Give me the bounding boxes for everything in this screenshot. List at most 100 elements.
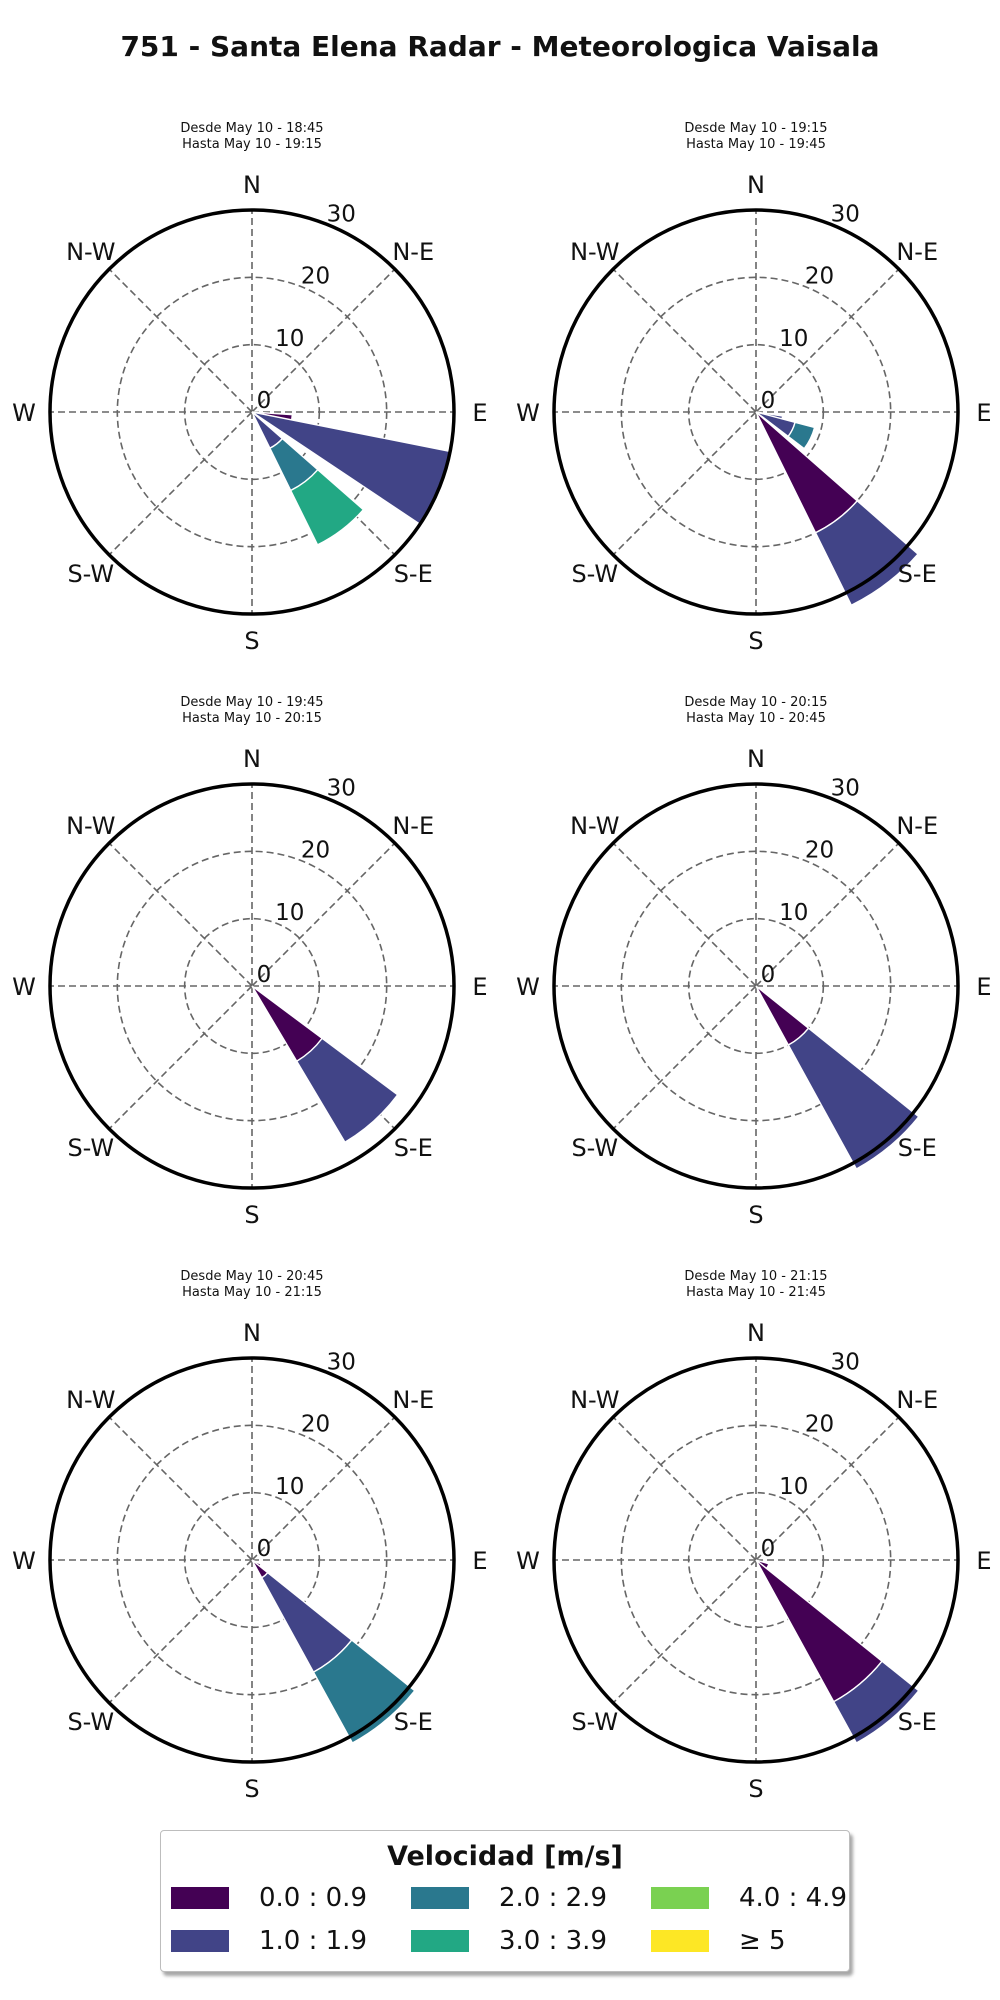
r-tick-label: 20 — [301, 264, 330, 290]
r-tick-label: 20 — [301, 1412, 330, 1438]
direction-label: W — [12, 1547, 36, 1575]
windrose-bar-2-3 — [289, 468, 365, 546]
r-tick-label: 0 — [761, 1536, 776, 1562]
direction-label: W — [516, 973, 540, 1001]
grid-spoke — [612, 268, 757, 413]
panel-subtitle-desde: Desde May 10 - 20:45 — [180, 1269, 323, 1284]
direction-label: S — [748, 627, 763, 655]
direction-label: N — [747, 745, 765, 773]
r-tick-label: 20 — [805, 838, 834, 864]
direction-label: S-E — [898, 1708, 937, 1736]
direction-label: W — [516, 1547, 540, 1575]
direction-label: N — [243, 1319, 261, 1347]
direction-label: N-W — [570, 812, 619, 840]
windrose-bar-1-2 — [312, 1639, 416, 1744]
legend-label: 1.0 : 1.9 — [259, 1926, 367, 1956]
grid-spoke — [612, 1416, 757, 1561]
r-tick-label: 0 — [257, 962, 272, 988]
r-tick-label: 10 — [779, 326, 808, 352]
direction-label: N — [747, 171, 765, 199]
legend-label: 2.0 : 2.9 — [499, 1883, 607, 1913]
panel-subtitle-desde: Desde May 10 - 21:15 — [684, 1269, 827, 1284]
windrose-bar-0-1 — [295, 1037, 399, 1144]
direction-label: S — [748, 1201, 763, 1229]
direction-label: N — [747, 1319, 765, 1347]
legend: Velocidad [m/s] 0.0 : 0.9 1.0 : 1.9 2.0 … — [160, 1830, 850, 1972]
grid-spoke — [108, 842, 253, 987]
panel-subtitle-hasta: Hasta May 10 - 20:15 — [182, 711, 322, 726]
direction-label: S — [748, 1775, 763, 1803]
outer-ring — [552, 1356, 960, 1764]
outer-ring — [552, 208, 960, 616]
outer-ring — [48, 1356, 456, 1764]
r-tick-label: 30 — [327, 201, 356, 227]
windrose-bar-1-2 — [787, 421, 816, 450]
grid-spoke — [612, 842, 757, 987]
windrose-bar-1-1 — [832, 1660, 920, 1744]
grid-spoke — [612, 985, 757, 1130]
direction-label: S-E — [898, 560, 937, 588]
outer-ring — [48, 208, 456, 616]
panel-subtitle-desde: Desde May 10 - 18:45 — [180, 121, 323, 136]
grid-spoke — [108, 1416, 253, 1561]
r-tick-label: 30 — [831, 775, 860, 801]
panel-subtitle-hasta: Hasta May 10 - 21:45 — [686, 1285, 826, 1300]
direction-label: N-W — [66, 812, 115, 840]
direction-label: N-W — [66, 238, 115, 266]
r-tick-label: 30 — [831, 201, 860, 227]
direction-label: N-E — [392, 812, 434, 840]
r-tick-label: 30 — [327, 775, 356, 801]
direction-label: S-W — [67, 1708, 114, 1736]
direction-label: S-E — [394, 1708, 433, 1736]
outer-ring — [552, 782, 960, 1190]
direction-label: W — [12, 973, 36, 1001]
direction-label: S-W — [571, 1708, 618, 1736]
direction-label: E — [472, 1547, 487, 1575]
direction-label: S-E — [394, 1134, 433, 1162]
legend-label: 3.0 : 3.9 — [499, 1926, 607, 1956]
direction-label: E — [472, 399, 487, 427]
r-tick-label: 0 — [257, 1536, 272, 1562]
legend-swatch — [411, 1930, 469, 1952]
r-tick-label: 10 — [275, 326, 304, 352]
direction-label: E — [976, 1547, 991, 1575]
direction-label: N-W — [570, 238, 619, 266]
grid-spoke — [108, 268, 253, 413]
direction-label: E — [976, 973, 991, 1001]
chart-title: 751 - Santa Elena Radar - Meteorologica … — [120, 30, 880, 63]
legend-swatch — [171, 1887, 229, 1909]
grid-spoke — [755, 1416, 900, 1561]
grid-spoke — [108, 985, 253, 1130]
direction-label: N — [243, 171, 261, 199]
direction-label: W — [516, 399, 540, 427]
r-tick-label: 0 — [761, 388, 776, 414]
legend-swatch — [651, 1887, 709, 1909]
panel-subtitle-hasta: Hasta May 10 - 21:15 — [182, 1285, 322, 1300]
direction-label: N-E — [392, 1386, 434, 1414]
direction-label: E — [472, 973, 487, 1001]
r-tick-label: 30 — [831, 1349, 860, 1375]
direction-label: N-E — [896, 238, 938, 266]
r-tick-label: 20 — [805, 264, 834, 290]
direction-label: S — [244, 1201, 259, 1229]
outer-ring — [48, 782, 456, 1190]
grid-spoke — [108, 411, 253, 556]
direction-label: E — [976, 399, 991, 427]
direction-label: S-W — [67, 1134, 114, 1162]
r-tick-label: 0 — [761, 962, 776, 988]
grid-spoke — [612, 1559, 757, 1704]
panel-subtitle-hasta: Hasta May 10 - 19:45 — [686, 137, 826, 152]
legend-swatch — [411, 1887, 469, 1909]
r-tick-label: 20 — [805, 1412, 834, 1438]
direction-label: N-E — [896, 1386, 938, 1414]
grid-spoke — [612, 411, 757, 556]
panel-subtitle-desde: Desde May 10 - 19:15 — [684, 121, 827, 136]
grid-spoke — [251, 1416, 396, 1561]
grid-spoke — [755, 268, 900, 413]
